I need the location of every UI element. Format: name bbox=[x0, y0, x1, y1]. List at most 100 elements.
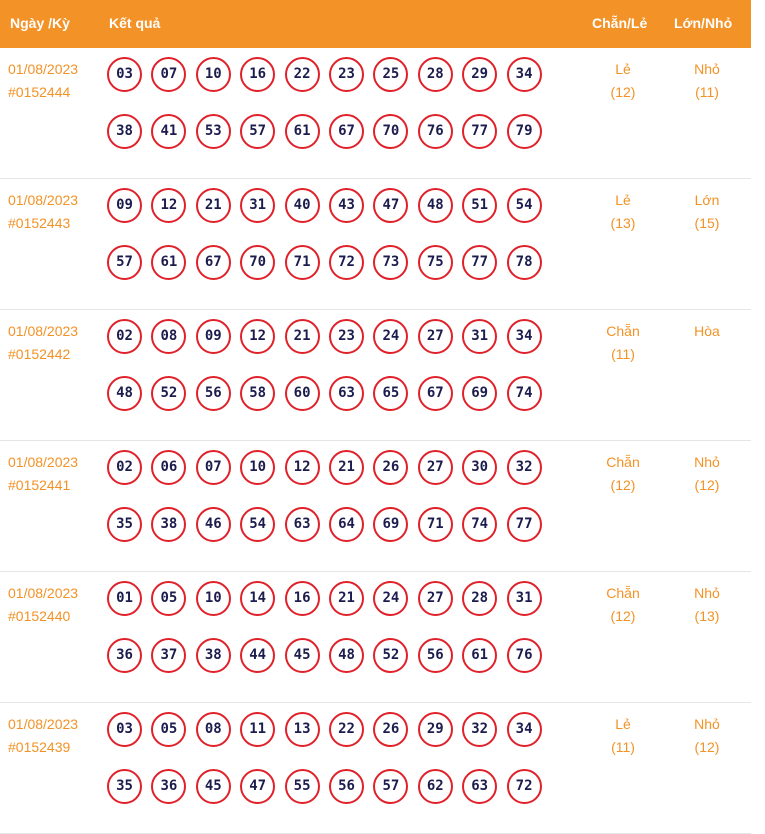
number-ball: 36 bbox=[151, 769, 187, 804]
chanle-count: (12) bbox=[610, 84, 636, 100]
lonnho-cell: Lớn (15) bbox=[672, 189, 742, 235]
chanle-count: (11) bbox=[611, 739, 635, 755]
number-ball: 55 bbox=[284, 769, 320, 804]
number-ball: 34 bbox=[506, 712, 542, 747]
draw-id[interactable]: #0152442 bbox=[8, 346, 71, 362]
chanle-cell: Chẵn (12) bbox=[588, 582, 658, 628]
draw-id[interactable]: #0152443 bbox=[8, 215, 71, 231]
number-ball: 10 bbox=[240, 450, 276, 485]
number-ball: 22 bbox=[284, 57, 320, 92]
number-ball: 57 bbox=[373, 769, 409, 804]
draw-row: 01/08/2023 #0152440 01 05 10 14 16 21 24 27 28 31 36… bbox=[0, 572, 751, 703]
number-ball: 32 bbox=[462, 712, 498, 747]
draw-id[interactable]: #0152440 bbox=[8, 608, 71, 624]
lonnho-result: Hòa bbox=[694, 323, 720, 339]
number-ball: 67 bbox=[195, 245, 231, 280]
number-ball: 40 bbox=[284, 188, 320, 223]
number-ball: 02 bbox=[107, 450, 142, 485]
chanle-result: Lẻ bbox=[615, 192, 631, 208]
draw-id[interactable]: #0152444 bbox=[8, 84, 71, 100]
chanle-cell: Chẵn (12) bbox=[588, 451, 658, 497]
number-ball: 26 bbox=[373, 712, 409, 747]
number-ball: 12 bbox=[151, 188, 187, 223]
chanle-cell: Lẻ (11) bbox=[588, 713, 658, 759]
chanle-count: (11) bbox=[611, 346, 635, 362]
number-ball: 21 bbox=[329, 581, 364, 616]
draw-date: 01/08/2023 bbox=[8, 192, 79, 208]
lonnho-cell: Nhỏ (11) bbox=[672, 58, 742, 104]
lonnho-count: (11) bbox=[695, 84, 719, 100]
number-ball: 44 bbox=[240, 638, 276, 673]
number-ball: 62 bbox=[417, 769, 453, 804]
draw-date-cell: 01/08/2023 #0152444 bbox=[8, 58, 78, 104]
number-ball: 77 bbox=[506, 507, 542, 542]
lonnho-count: (12) bbox=[694, 739, 720, 755]
number-ball: 27 bbox=[417, 581, 453, 616]
number-ball: 30 bbox=[462, 450, 498, 485]
chanle-count: (12) bbox=[610, 608, 636, 624]
number-ball: 03 bbox=[107, 712, 142, 747]
draw-date: 01/08/2023 bbox=[8, 323, 79, 339]
number-ball: 03 bbox=[107, 57, 142, 92]
lonnho-result: Nhỏ bbox=[694, 716, 720, 732]
number-ball: 52 bbox=[373, 638, 409, 673]
header-date-label: Ngày /Kỳ bbox=[10, 15, 70, 31]
number-ball: 28 bbox=[462, 581, 498, 616]
number-ball: 63 bbox=[284, 507, 320, 542]
number-ball: 52 bbox=[151, 376, 187, 411]
number-ball: 63 bbox=[462, 769, 498, 804]
number-ball: 29 bbox=[462, 57, 498, 92]
draw-date: 01/08/2023 bbox=[8, 585, 79, 601]
lonnho-cell: Nhỏ (13) bbox=[672, 582, 742, 628]
number-ball: 24 bbox=[373, 581, 409, 616]
number-ball: 47 bbox=[240, 769, 276, 804]
draw-row: 01/08/2023 #0152439 03 05 08 11 13 22 26 29 32 34 35… bbox=[0, 703, 751, 834]
number-ball: 09 bbox=[107, 188, 142, 223]
draw-date: 01/08/2023 bbox=[8, 454, 79, 470]
number-ball: 13 bbox=[284, 712, 320, 747]
number-ball: 56 bbox=[195, 376, 231, 411]
number-ball: 48 bbox=[107, 376, 142, 411]
number-ball: 01 bbox=[107, 581, 142, 616]
number-ball: 77 bbox=[462, 114, 498, 149]
number-ball: 08 bbox=[151, 319, 187, 354]
number-ball: 31 bbox=[462, 319, 498, 354]
number-ball: 56 bbox=[329, 769, 364, 804]
number-ball: 61 bbox=[284, 114, 320, 149]
number-ball: 41 bbox=[151, 114, 187, 149]
number-ball: 38 bbox=[195, 638, 231, 673]
number-ball: 38 bbox=[151, 507, 187, 542]
lonnho-cell: Nhỏ (12) bbox=[672, 713, 742, 759]
draw-date-cell: 01/08/2023 #0152439 bbox=[8, 713, 78, 759]
number-ball: 77 bbox=[462, 245, 498, 280]
number-ball: 71 bbox=[284, 245, 320, 280]
lonnho-cell: Hòa bbox=[672, 320, 742, 343]
draw-row: 01/08/2023 #0152441 02 06 07 10 12 21 26 27 30 32 35… bbox=[0, 441, 751, 572]
number-ball: 57 bbox=[240, 114, 276, 149]
number-ball: 69 bbox=[373, 507, 409, 542]
number-ball: 79 bbox=[506, 114, 542, 149]
number-ball: 37 bbox=[151, 638, 187, 673]
number-ball: 16 bbox=[240, 57, 276, 92]
lonnho-result: Nhỏ bbox=[694, 454, 720, 470]
number-ball: 31 bbox=[506, 581, 542, 616]
number-ball: 23 bbox=[329, 57, 364, 92]
number-ball: 06 bbox=[151, 450, 187, 485]
results-table-header: Ngày /Kỳ Kết quả Chẵn/Lẻ Lớn/Nhỏ bbox=[0, 0, 751, 48]
number-ball: 51 bbox=[462, 188, 498, 223]
number-ball: 57 bbox=[107, 245, 142, 280]
number-ball: 28 bbox=[417, 57, 453, 92]
number-ball: 08 bbox=[195, 712, 231, 747]
number-ball: 07 bbox=[195, 450, 231, 485]
number-ball: 27 bbox=[417, 450, 453, 485]
number-ball: 12 bbox=[240, 319, 276, 354]
number-ball: 78 bbox=[506, 245, 542, 280]
number-ball: 65 bbox=[373, 376, 409, 411]
draw-id[interactable]: #0152439 bbox=[8, 739, 71, 755]
lonnho-result: Nhỏ bbox=[694, 61, 720, 77]
number-ball: 05 bbox=[151, 712, 187, 747]
number-ball: 34 bbox=[506, 57, 542, 92]
number-ball: 27 bbox=[417, 319, 453, 354]
draw-id[interactable]: #0152441 bbox=[8, 477, 71, 493]
number-ball: 45 bbox=[284, 638, 320, 673]
